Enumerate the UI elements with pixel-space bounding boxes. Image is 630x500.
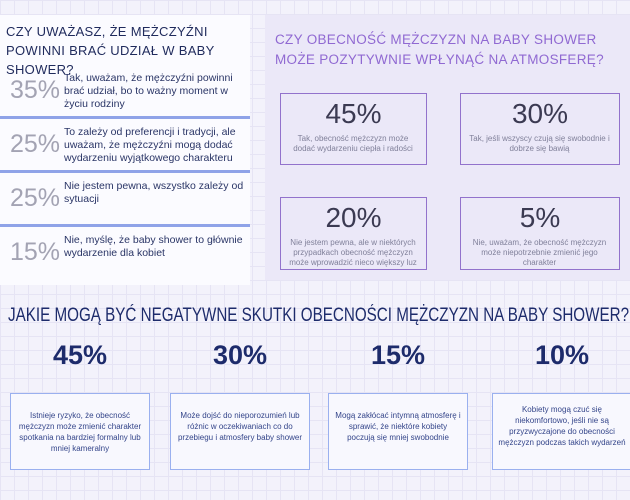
answer-text: Tak, jeśli wszyscy czują się swobodnie i… <box>469 134 610 153</box>
bottom-title: JAKIE MOGĄ BYĆ NEGATYWNE SKUTKI OBECNOŚC… <box>8 305 629 327</box>
percent: 45% <box>325 98 382 129</box>
percent: 20% <box>325 202 382 233</box>
answer-box <box>328 393 468 470</box>
right-title: CZY OBECNOŚĆ MĘŻCZYZN NA BABY SHOWER MOŻ… <box>275 32 604 67</box>
bottom-title-text: JAKIE MOGĄ BYĆ NEGATYWNE SKUTKI OBECNOŚC… <box>8 305 630 326</box>
answer-box: 45% Tak, obecność mężczyzn może dodać wyd… <box>280 93 427 165</box>
answer-text: Nie, uważam, że obecność mężczyzn może n… <box>472 238 607 267</box>
left-panel <box>0 15 250 285</box>
percent: 25% <box>10 184 61 212</box>
percent: 35% <box>10 76 61 104</box>
answer-text: Może dojść do nieporozumień lub różnic w… <box>177 411 303 442</box>
answer-text: Nie, myślę, że baby shower to głównie wy… <box>64 234 243 259</box>
percent: 15% <box>370 340 426 370</box>
separator <box>0 116 250 119</box>
answer-text: Tak, obecność mężczyzn może dodać wydarz… <box>293 134 413 153</box>
answer-text: Tak, uważam, że mężczyźni powinni brać u… <box>64 72 233 110</box>
answer-box: 20% Nie jestem pewna, ale w niektórych pr… <box>280 197 427 270</box>
right-panel <box>265 15 630 280</box>
answer-box <box>170 393 310 470</box>
answer-box <box>10 393 150 470</box>
answer-text: Istnieje ryzyko, że obecność mężczyzn mo… <box>18 411 142 453</box>
percent: 10% <box>534 340 590 370</box>
percent: 5% <box>519 202 561 233</box>
answer-box: 30% Tak, jeśli wszyscy czują się swobodni… <box>460 93 620 165</box>
answer-box <box>492 393 630 470</box>
answer-box: 5% Nie, uważam, że obecność mężczyzn może… <box>460 197 620 270</box>
answer-text: Nie jestem pewna, ale w niektórych przyp… <box>289 238 417 267</box>
percent: 30% <box>511 98 569 129</box>
percent: 45% <box>52 340 108 370</box>
percent: 15% <box>10 238 61 266</box>
percent: 25% <box>10 130 61 158</box>
percent: 30% <box>212 340 268 370</box>
separator <box>0 170 250 173</box>
left-title: CZY UWAŻASZ, ŻE MĘŻCZYŹNI POWINNI BRAĆ U… <box>6 24 215 77</box>
answer-text: Kobiety mogą czuć się niekomfortowo, jeś… <box>498 405 626 447</box>
answer-text: To zależy od preferencji i tradycji, ale… <box>64 126 236 164</box>
answer-text: Mogą zakłócać intymną atmosferę i sprawi… <box>335 411 461 442</box>
answer-text: Nie jestem pewna, wszystko zależy od syt… <box>64 180 244 205</box>
separator <box>0 224 250 227</box>
